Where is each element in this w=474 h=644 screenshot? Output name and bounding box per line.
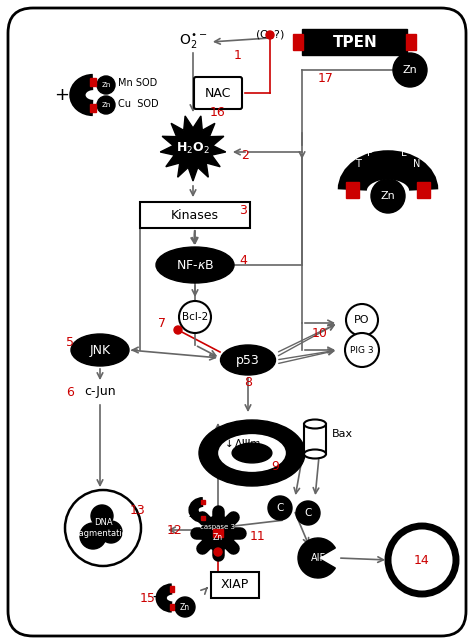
Text: Zn: Zn [213,533,223,542]
Text: T: T [355,159,361,169]
Text: 1: 1 [234,48,242,61]
Circle shape [296,501,320,525]
Bar [293,34,303,50]
Text: 14: 14 [414,553,430,567]
Text: 7: 7 [158,316,166,330]
Text: 17: 17 [318,71,334,84]
Text: Bax: Bax [331,429,353,439]
Text: PO: PO [354,315,370,325]
Text: Zn: Zn [101,102,111,108]
Circle shape [97,76,115,94]
Bar [170,586,174,592]
Circle shape [345,333,379,367]
Circle shape [100,521,122,543]
Text: (O$_2$?): (O$_2$?) [255,28,285,42]
Text: +: + [55,86,70,104]
Text: N: N [413,159,421,169]
Bar [140,202,250,228]
Text: Kinases: Kinases [171,209,219,222]
Circle shape [214,548,222,556]
Text: C: C [276,503,283,513]
Ellipse shape [232,443,272,463]
Ellipse shape [156,247,234,283]
Text: 13: 13 [130,504,146,516]
Bar [90,104,96,112]
FancyBboxPatch shape [194,77,242,109]
Text: Bcl-2: Bcl-2 [182,312,208,322]
Text: 6: 6 [66,386,74,399]
Text: JNK: JNK [90,343,110,357]
Text: C: C [304,508,312,518]
Circle shape [65,490,141,566]
Circle shape [97,96,115,114]
Circle shape [179,301,211,333]
Text: caspase 3: caspase 3 [201,524,236,530]
Ellipse shape [199,420,305,486]
Ellipse shape [304,450,326,459]
Circle shape [91,505,113,527]
Text: Zn: Zn [381,191,395,201]
Text: 9: 9 [271,460,279,473]
Text: 5: 5 [66,336,74,348]
Text: Cu  SOD: Cu SOD [118,99,159,109]
Text: E: E [401,148,407,158]
Text: AIF: AIF [310,553,326,563]
Bar [346,182,359,198]
Bar [90,78,96,86]
Text: Mn SOD: Mn SOD [118,78,157,88]
Text: XIAP: XIAP [221,578,249,591]
Circle shape [174,326,182,334]
Bar [407,34,417,50]
Text: DNA
fragmentation: DNA fragmentation [73,518,133,538]
Text: +: + [152,591,164,605]
Text: c-Jun: c-Jun [84,386,116,399]
Ellipse shape [71,334,129,366]
Text: 4: 4 [239,254,247,267]
Text: Zn: Zn [101,82,111,88]
Bar [304,424,326,454]
Bar [213,529,223,537]
Text: $\downarrow\Delta\Psi m$: $\downarrow\Delta\Psi m$ [222,437,262,448]
Text: 15: 15 [140,591,156,605]
Circle shape [393,53,427,87]
Text: p53: p53 [236,354,260,366]
Text: PIG 3: PIG 3 [350,345,374,354]
Text: 16: 16 [210,106,226,118]
Circle shape [266,31,274,39]
Text: NF-$\kappa$B: NF-$\kappa$B [176,258,214,272]
Text: 12: 12 [167,524,183,536]
Circle shape [201,516,235,550]
Text: 8: 8 [244,375,252,388]
Ellipse shape [220,345,275,375]
Bar [201,500,205,504]
Circle shape [346,304,378,336]
Bar [211,572,259,598]
Bar [302,29,408,55]
Text: O$_2^{\bullet-}$: O$_2^{\bullet-}$ [179,33,207,52]
Circle shape [268,496,292,520]
Bar [201,516,205,520]
Bar [418,182,430,198]
Text: x: x [189,506,198,520]
Bar [170,604,174,610]
Text: Zn: Zn [402,65,418,75]
Wedge shape [298,538,335,578]
Ellipse shape [219,435,285,471]
Polygon shape [160,116,226,181]
Circle shape [80,523,106,549]
Text: NAC: NAC [205,86,231,100]
Text: H$_2$O$_2$: H$_2$O$_2$ [176,140,210,156]
Text: 3: 3 [239,204,247,216]
Text: TPEN: TPEN [333,35,377,50]
Text: 11: 11 [250,529,266,542]
Text: Zn: Zn [180,603,190,612]
Text: 2: 2 [241,149,249,162]
Ellipse shape [304,419,326,428]
Circle shape [371,179,405,213]
Text: P: P [367,148,373,158]
Text: 10: 10 [312,327,328,339]
Circle shape [175,597,195,617]
